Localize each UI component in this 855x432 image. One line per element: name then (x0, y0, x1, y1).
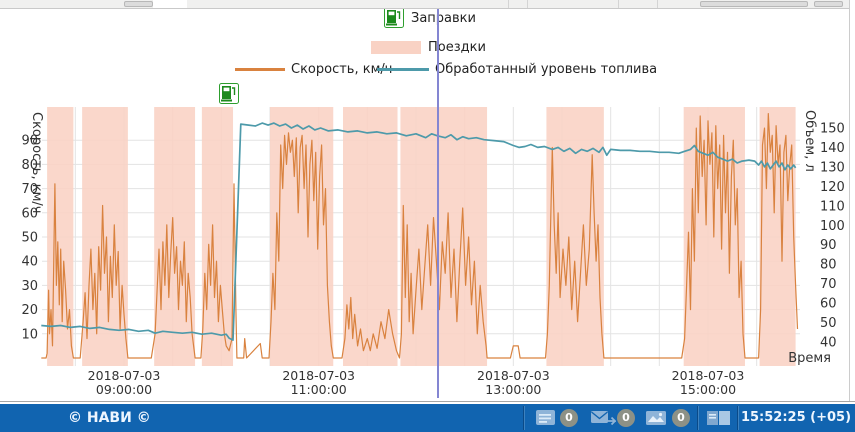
trip-band (201, 107, 234, 366)
y-right-tick-label: 100 (820, 219, 845, 234)
y-left-tick-label: 50 (21, 231, 38, 246)
status-bar: © НАВИ © 0 0 0 (0, 404, 855, 432)
y-left-tick-label: 60 (21, 206, 38, 221)
report-icon[interactable] (535, 409, 559, 427)
trip-band (154, 107, 196, 366)
y-right-tick-label: 140 (820, 141, 845, 156)
legend-trips-swatch (371, 41, 421, 54)
speed-line (41, 112, 799, 359)
report-count-badge[interactable]: 0 (560, 409, 578, 427)
y-right-tick-label: 60 (820, 297, 837, 312)
statusbar-divider (523, 406, 524, 430)
mail-count-badge[interactable]: 0 (617, 409, 635, 427)
refueling-marker[interactable] (219, 83, 240, 104)
x-tick-label: 2018-07-03 11:00:00 (282, 368, 355, 397)
y-left-tick-label: 90 (21, 134, 38, 149)
statusbar-separator-line (0, 401, 855, 402)
legend-fuel-swatch (377, 68, 429, 71)
statusbar-divider (697, 406, 698, 430)
x-tick-label: 2018-07-03 15:00:00 (672, 368, 745, 397)
y-left-axis-title: Скорость, км/ч (29, 112, 44, 213)
y-right-tick-label: 50 (820, 316, 837, 331)
fuel-pump-icon (384, 7, 404, 28)
y-right-tick-label: 150 (820, 121, 845, 136)
mail-icon[interactable] (590, 409, 618, 427)
top-strip-gap (153, 0, 187, 8)
trip-band (82, 107, 128, 366)
y-left-tick-label: 40 (21, 255, 38, 270)
top-strip-divider (527, 0, 528, 8)
fuel-line (41, 122, 797, 341)
top-collapsed-header-strip (0, 0, 849, 9)
legend-trips-label: Поездки (428, 40, 486, 55)
y-right-tick-label: 120 (820, 180, 845, 195)
y-right-axis-title: Объем, л (802, 110, 817, 172)
legend-fuel-label: Обработанный уровень топлива (435, 62, 658, 77)
panel-splitter-handle[interactable] (814, 1, 843, 7)
y-right-tick-label: 110 (820, 199, 845, 214)
clock-label: 15:52:25 (+05) (740, 410, 852, 425)
top-strip-divider (618, 0, 619, 8)
y-right-tick-label: 70 (820, 277, 837, 292)
y-left-tick-label: 30 (21, 279, 38, 294)
y-left-tick-label: 10 (21, 327, 38, 342)
x-tick-label: 2018-07-03 13:00:00 (477, 368, 550, 397)
book-icon[interactable] (706, 409, 730, 427)
trip-band (342, 107, 398, 366)
legend-speed-label: Скорость, км/ч (291, 62, 393, 77)
y-right-tick-label: 40 (820, 336, 837, 351)
y-right-tick-label: 90 (820, 238, 837, 253)
chart-canvas[interactable]: 10 20 30 40 50 60 70 80 90 40 50 60 70 80 90 100 110 120 1… (0, 0, 855, 400)
y-right-tick-label: 80 (820, 258, 837, 273)
chart-cursor-line[interactable] (437, 9, 440, 398)
chart-panel-right-border (849, 0, 850, 402)
image-count-badge[interactable]: 0 (672, 409, 690, 427)
y-right-tick-label: 130 (820, 160, 845, 175)
x-tick-label: 2018-07-03 09:00:00 (88, 368, 161, 397)
top-strip-divider (508, 0, 509, 8)
y-left-tick-label: 70 (21, 182, 38, 197)
y-left-tick-label: 20 (21, 303, 38, 318)
panel-splitter-handle[interactable] (700, 1, 808, 7)
legend-refuelings-label: Заправки (411, 11, 476, 26)
brand-label: © НАВИ © (68, 410, 151, 426)
image-icon[interactable] (645, 409, 669, 427)
trip-band (400, 107, 488, 366)
statusbar-divider (737, 406, 738, 430)
top-strip-divider (657, 0, 658, 8)
legend-speed-swatch (235, 68, 285, 71)
x-axis-title: Время (788, 351, 831, 366)
panel-splitter-handle[interactable] (124, 1, 153, 7)
y-left-tick-label: 80 (21, 158, 38, 173)
